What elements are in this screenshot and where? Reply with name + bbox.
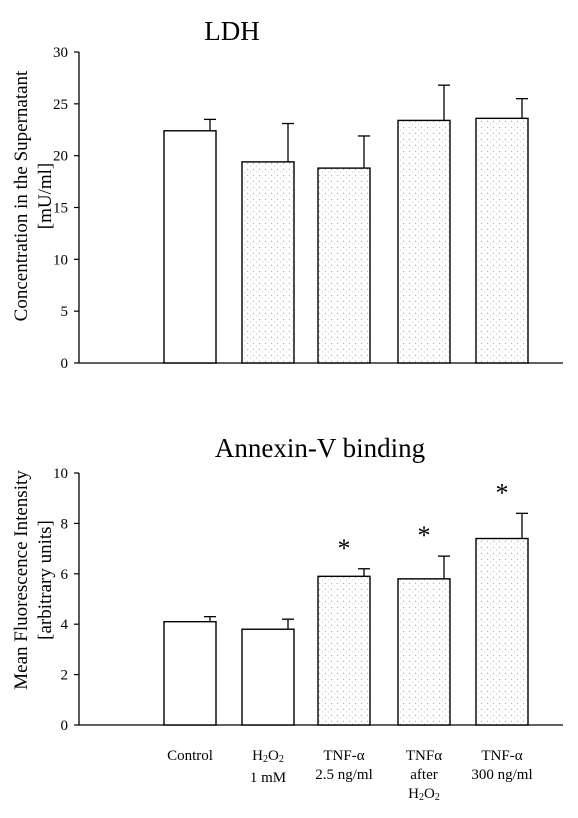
y-tick-label: 0	[61, 718, 69, 734]
x-category-label-5: TNF-α 300 ng/ml	[471, 748, 533, 783]
x-category-label-4: TNFα after H2O2	[405, 748, 443, 803]
bar-4	[397, 119, 451, 364]
significance-marker: *	[418, 521, 431, 550]
y-tick-label: 10	[53, 252, 68, 268]
y-tick-label: 25	[53, 97, 68, 113]
panel-2: Annexin-V binding Mean Fluorescence Inten…	[11, 433, 563, 734]
chart-title: LDH	[204, 16, 260, 46]
x-category-label-2: H2O2 1 mM	[249, 748, 287, 786]
bar-2	[241, 628, 295, 726]
y-tick-label: 5	[61, 304, 69, 320]
significance-marker: *	[496, 478, 509, 507]
bar-3	[317, 167, 371, 364]
x-category-label-3: TNF-α 2.5 ng/ml	[315, 748, 373, 783]
panel-1: LDH Concentration in the Supernatant [mU/m…	[11, 16, 563, 372]
bar-5	[475, 117, 529, 364]
y-tick-label: 2	[61, 668, 69, 684]
y-tick-label: 8	[61, 516, 69, 532]
bar-1	[163, 130, 217, 364]
bar-2	[241, 161, 295, 364]
y-tick-label: 30	[53, 45, 68, 61]
significance-marker: *	[338, 534, 351, 563]
chart-title: Annexin-V binding	[215, 433, 425, 463]
y-axis-label: [mU/ml]	[35, 163, 56, 230]
y-tick-label: 10	[53, 466, 68, 482]
y-tick-label: 20	[53, 149, 68, 165]
bar-3	[317, 575, 371, 726]
bar-5	[475, 537, 529, 726]
y-tick-label: 4	[61, 617, 69, 633]
bar-1	[163, 620, 217, 726]
y-axis-label: Mean Fluorescence Intensity	[11, 470, 32, 690]
y-tick-label: 0	[61, 356, 69, 372]
bar-4	[397, 578, 451, 726]
y-axis-label: Concentration in the Supernatant	[11, 70, 32, 321]
y-tick-label: 15	[53, 201, 68, 217]
y-tick-label: 6	[61, 567, 69, 583]
x-category-label-1: Control	[167, 748, 213, 764]
y-axis-label: [arbitrary units]	[35, 520, 56, 640]
